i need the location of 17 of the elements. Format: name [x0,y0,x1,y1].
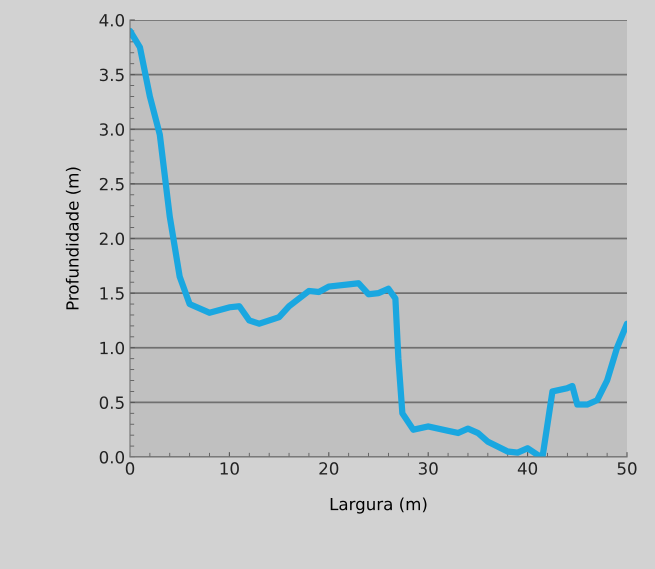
y-tick-label: 4.0 [99,14,124,27]
y-tick-label: 1.0 [100,342,124,354]
y-tick-label: 0.0 [100,450,124,464]
x-axis-title: Largura (m) [330,497,426,514]
y-tick-label: 3.0 [100,123,124,136]
y-tick-label: 0.5 [100,396,124,409]
y-tick-label: 1.5 [100,287,124,300]
x-tick-label: 40 [518,462,538,475]
x-tick-label: 10 [220,462,239,475]
x-tick-label: 20 [319,462,338,475]
y-tick-label: 2.0 [100,232,124,246]
y-tick-label: 2.5 [100,178,124,190]
y-axis-title: Profundidade (m) [66,168,81,310]
x-tick-label: 0 [126,462,134,475]
x-tick-label: 50 [618,462,636,475]
x-tick-label: 30 [418,462,438,475]
y-tick-label: 3.5 [100,68,124,82]
